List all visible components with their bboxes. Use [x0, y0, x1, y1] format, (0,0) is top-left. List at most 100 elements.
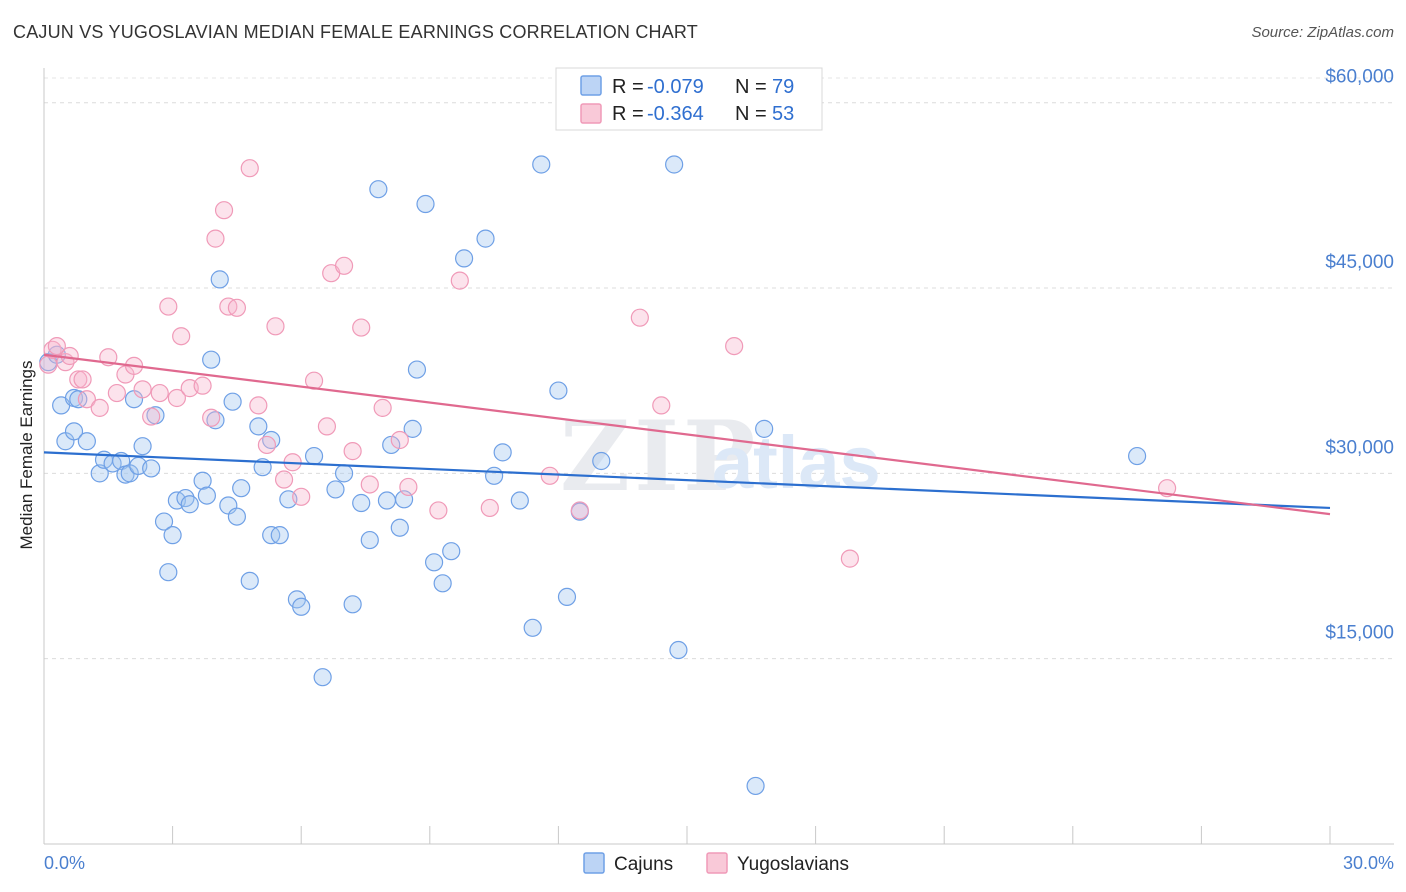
cajun-point-61	[454, 249, 474, 268]
yugoslavian-point-8	[90, 398, 109, 417]
yugoslavian-point-20	[193, 376, 212, 395]
yugoslavian-point-13	[133, 380, 152, 399]
yugoslavian-point-25	[227, 298, 246, 317]
legend-r-label-1: R =	[612, 76, 644, 98]
yugoslavian-point-46	[540, 466, 559, 485]
cajun-point-62	[476, 229, 495, 248]
cajun-point-34	[240, 571, 259, 590]
cajun-point-69	[557, 587, 577, 607]
cajun-point-19	[154, 512, 174, 531]
yugoslavian-point-21	[202, 408, 221, 427]
cajun-point-42	[292, 597, 311, 616]
yugoslavian-point-18	[172, 327, 191, 346]
yugoslavian-point-7	[77, 390, 96, 409]
cajun-point-63	[485, 466, 504, 485]
cajun-trend-line	[43, 451, 1331, 510]
cajun-point-65	[510, 491, 529, 510]
chart-title: CAJUN VS YUGOSLAVIAN MEDIAN FEMALE EARNI…	[13, 22, 698, 42]
yugoslavian-point-43	[429, 501, 448, 520]
legend-r-value-2: -0.364	[647, 103, 704, 125]
cajun-point-33	[232, 479, 251, 498]
yugoslavian-point-10	[107, 383, 126, 403]
yugoslavian-point-4	[60, 346, 79, 366]
svg-text:atlas: atlas	[712, 421, 881, 504]
cajun-point-50	[369, 180, 388, 199]
cajun-point-48	[352, 493, 371, 513]
cajun-point-39	[270, 526, 289, 545]
series-cajuns-points	[39, 155, 1147, 796]
bottom-legend-yugoslavians: Yugoslavians	[737, 854, 849, 875]
tick-labels: $15,000 $30,000 $45,000 $60,000 0.0% 30.0%	[44, 67, 1394, 873]
yugoslavian-point-40	[373, 398, 392, 417]
cajun-point-56	[407, 360, 427, 379]
trend-lines	[43, 353, 1331, 516]
yugoslavian-point-15	[150, 383, 169, 403]
y-axis-label: Median Female Earnings	[17, 361, 36, 550]
cajun-point-58	[424, 553, 444, 572]
yugoslavian-point-50	[725, 337, 744, 356]
y-tick-label-3: $60,000	[1325, 67, 1394, 88]
legend-swatch-cajuns	[580, 75, 602, 96]
y-tick-label-0: $15,000	[1325, 623, 1394, 644]
cajun-point-53	[390, 518, 409, 537]
cajun-point-74	[746, 776, 765, 796]
yugoslavian-point-47	[570, 501, 589, 520]
yugoslavian-point-23	[214, 201, 234, 220]
cajun-point-68	[549, 381, 568, 400]
legend-r-label-2: R =	[612, 103, 644, 125]
cajun-point-27	[202, 350, 221, 369]
x-tick-label-1: 30.0%	[1343, 853, 1394, 873]
cajun-point-71	[592, 451, 611, 471]
cajun-point-25	[193, 471, 212, 490]
legend-n-label-1: N =	[735, 76, 767, 98]
cajun-point-17	[142, 459, 161, 478]
yugoslavian-point-34	[317, 417, 337, 436]
yugoslavian-point-42	[399, 477, 418, 497]
yugoslavian-point-5	[69, 370, 88, 389]
yugoslavian-point-26	[240, 159, 259, 178]
yugoslavian-point-41	[390, 430, 409, 450]
bottom-legend: Cajuns Yugoslavians	[583, 852, 849, 875]
cajun-point-24	[180, 495, 199, 514]
cajun-point-72	[665, 155, 684, 174]
legend-r-value-1: -0.079	[647, 76, 704, 98]
yugoslavian-point-44	[450, 271, 469, 290]
cajun-point-55	[403, 419, 422, 438]
cajun-point-35	[249, 417, 268, 436]
yugoslavian-point-29	[266, 317, 285, 336]
cajun-point-21	[163, 526, 182, 545]
cajun-point-66	[523, 618, 542, 637]
axes	[43, 68, 1394, 845]
yugoslavian-point-16	[159, 297, 178, 316]
cajun-point-20	[159, 563, 178, 582]
yugoslavian-point-22	[206, 229, 225, 248]
yugoslavian-point-39	[360, 475, 379, 494]
cajun-point-73	[669, 640, 688, 660]
cajun-point-7	[77, 432, 96, 451]
yugoslavian-point-32	[292, 487, 311, 506]
yugoslavian-point-27	[249, 396, 268, 415]
x-tick-label-0: 0.0%	[44, 853, 85, 873]
cajun-point-57	[416, 194, 435, 214]
cajun-point-52	[382, 435, 401, 455]
svg-text:ZIP: ZIP	[560, 400, 759, 513]
cajun-point-49	[360, 530, 379, 550]
yugoslavian-point-36	[334, 256, 354, 275]
cajun-point-16	[133, 437, 152, 456]
bottom-legend-swatch-yugoslavians	[706, 852, 728, 874]
cajun-point-59	[433, 574, 452, 593]
cajun-point-29	[210, 270, 229, 289]
yugoslavian-point-14	[142, 407, 161, 426]
cajun-point-8	[90, 464, 109, 483]
y-tick-label-2: $45,000	[1325, 252, 1394, 273]
cajun-point-76	[1127, 446, 1147, 466]
cajun-point-31	[223, 392, 242, 411]
yugoslavian-trend-line	[43, 353, 1331, 516]
cajun-point-45	[326, 480, 345, 499]
cajun-point-26	[197, 486, 216, 505]
cajun-point-5	[64, 422, 84, 441]
yugoslavian-point-2	[47, 337, 66, 356]
yugoslavian-point-49	[652, 396, 671, 415]
legend-n-label-2: N =	[735, 103, 767, 125]
